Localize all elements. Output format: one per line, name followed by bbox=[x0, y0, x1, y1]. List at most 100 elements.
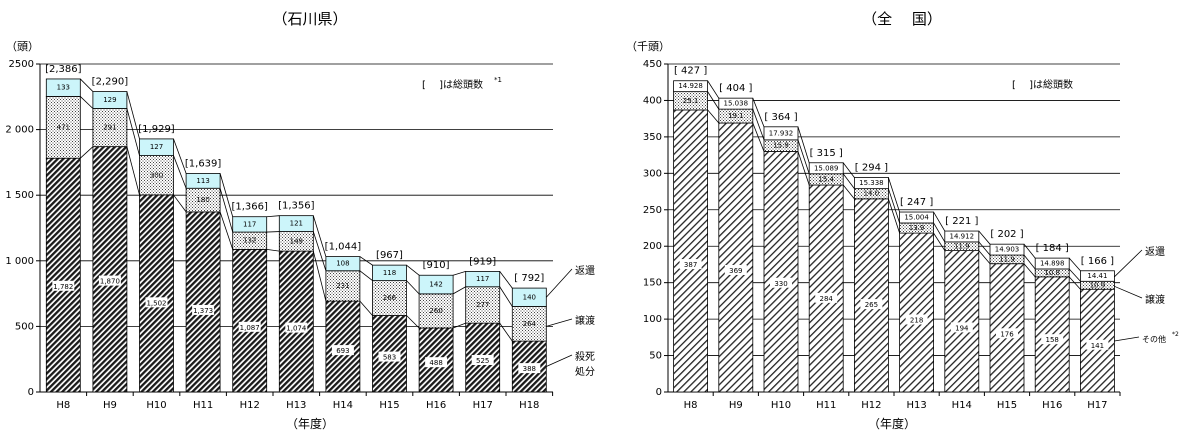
y-tick-label: 300 bbox=[643, 168, 662, 179]
x-axis-label: （年度） bbox=[286, 416, 334, 430]
connector-line bbox=[219, 211, 234, 250]
x-tick-label: H9 bbox=[729, 400, 743, 411]
series-side-label: 返還 bbox=[1145, 246, 1165, 258]
segment-value-label: 488 bbox=[429, 359, 442, 367]
segment-value-label-bg bbox=[724, 264, 747, 275]
segment-value-label: 117 bbox=[476, 275, 489, 283]
segment-value-label-bg bbox=[285, 322, 308, 333]
connector-line bbox=[797, 126, 810, 163]
bar-segment bbox=[465, 271, 501, 288]
connector-line bbox=[359, 256, 373, 266]
segment-value-label: 25.1 bbox=[683, 97, 699, 105]
total-label: [1,639] bbox=[185, 158, 222, 169]
bar-segment bbox=[718, 122, 754, 393]
x-tick-label: H10 bbox=[771, 400, 791, 411]
y-tick-label: 50 bbox=[649, 351, 662, 362]
connector-line bbox=[312, 250, 327, 302]
segment-value-label: 300 bbox=[150, 171, 163, 179]
segment-value-label: 19.1 bbox=[728, 112, 744, 120]
segment-value-label: 264 bbox=[523, 320, 537, 328]
segment-value-label: 180 bbox=[196, 196, 209, 204]
connector-line bbox=[219, 173, 234, 217]
segment-value-label: 15.9 bbox=[773, 142, 789, 150]
segment-value-label: 387 bbox=[684, 261, 697, 269]
segment-value-label: 142 bbox=[429, 281, 442, 289]
segment-value-label: 266 bbox=[383, 294, 397, 302]
segment-value-label: 277 bbox=[476, 301, 489, 309]
bar-segment bbox=[325, 270, 361, 302]
x-tick-label: H8 bbox=[56, 400, 70, 411]
segment-value-label: 15.089 bbox=[814, 164, 839, 172]
national-chart: （全 国） （千頭） （年度） [ ]は総頭数 0 50 100 150 200 250 3… bbox=[626, 10, 1179, 431]
connector-line bbox=[80, 78, 94, 92]
segment-value-label: 141 bbox=[1091, 342, 1104, 350]
connector-line bbox=[1023, 243, 1036, 259]
x-tick-label: H13 bbox=[286, 400, 306, 411]
segment-value-label: 132 bbox=[243, 237, 256, 245]
bar-segment bbox=[465, 286, 501, 324]
bar-segment bbox=[92, 91, 128, 109]
connector-line bbox=[499, 322, 513, 342]
y-tick-label: 250 bbox=[643, 205, 662, 216]
x-tick-label: H8 bbox=[684, 400, 698, 411]
connector-line bbox=[752, 98, 765, 127]
connector-line bbox=[80, 146, 94, 159]
bar-segment bbox=[185, 173, 221, 189]
connector-line bbox=[1068, 268, 1081, 282]
connector-line bbox=[1023, 263, 1036, 278]
connector-line bbox=[126, 91, 140, 140]
bar-segment bbox=[278, 215, 314, 232]
segment-value-label-bg bbox=[238, 321, 261, 332]
bar-segment bbox=[232, 216, 268, 233]
segment-value-label: 149 bbox=[290, 237, 303, 245]
connector-line bbox=[933, 211, 946, 232]
bar-segment bbox=[418, 293, 454, 329]
series-side-label: 処分 bbox=[575, 365, 595, 378]
x-axis: H8 H9 H10 H11 H12 H13 H14 H15 H16 H17 bbox=[684, 392, 1121, 411]
bar-segment bbox=[185, 211, 221, 393]
connector-line bbox=[312, 215, 327, 257]
y-tick-label: 0 bbox=[656, 387, 662, 398]
segment-value-label: 17.932 bbox=[769, 129, 794, 137]
y-axis: 0 500 1 000 1 500 2 000 2500 bbox=[5, 59, 40, 398]
segment-value-label: 15.038 bbox=[724, 100, 749, 108]
segment-value-label-bg bbox=[425, 357, 448, 368]
connector-line bbox=[126, 108, 140, 156]
segment-value-label-bg bbox=[52, 280, 75, 291]
connector-line bbox=[126, 146, 140, 196]
connector-line bbox=[406, 280, 420, 295]
bar-segment bbox=[139, 194, 174, 393]
segment-value-label: 471 bbox=[57, 123, 70, 131]
connector-line bbox=[797, 151, 810, 186]
segment-value-label: 265 bbox=[865, 301, 878, 309]
bar-segment bbox=[944, 230, 980, 243]
total-label: [ 184 ] bbox=[1036, 243, 1069, 254]
total-label: [ 247 ] bbox=[900, 197, 933, 208]
segment-value-label-bg bbox=[1086, 339, 1109, 350]
leader-line bbox=[1114, 285, 1143, 299]
connector-line bbox=[406, 315, 420, 329]
x-tick-label: H15 bbox=[379, 400, 399, 411]
connector-line bbox=[707, 109, 720, 124]
connector-line bbox=[842, 184, 855, 200]
segment-value-label-bg bbox=[950, 322, 973, 333]
y-tick-label: 350 bbox=[643, 132, 662, 143]
bar-segment bbox=[418, 274, 454, 295]
chart-title: （全 国） bbox=[862, 10, 942, 28]
segment-value-label: 218 bbox=[910, 316, 923, 324]
data-labels: 1,782 471 133 [2,386] 1,870 291 129 [2,290] 1,50… bbox=[45, 64, 544, 374]
segment-value-label: 14.928 bbox=[678, 82, 703, 90]
connector-line bbox=[933, 222, 946, 243]
x-tick-label: H17 bbox=[473, 400, 493, 411]
x-tick-label: H16 bbox=[426, 400, 446, 411]
segment-value-label: 108 bbox=[336, 260, 349, 268]
connector-line bbox=[266, 248, 280, 252]
total-label: [ 792] bbox=[514, 273, 544, 284]
segment-value-label: 127 bbox=[150, 143, 163, 151]
bar-segment bbox=[763, 151, 799, 393]
total-count-note: [ ]は総頭数 bbox=[1012, 78, 1073, 91]
connector-line bbox=[978, 230, 991, 245]
side-label-mark: *2 bbox=[1172, 331, 1179, 338]
segment-value-label-bg bbox=[378, 351, 401, 362]
